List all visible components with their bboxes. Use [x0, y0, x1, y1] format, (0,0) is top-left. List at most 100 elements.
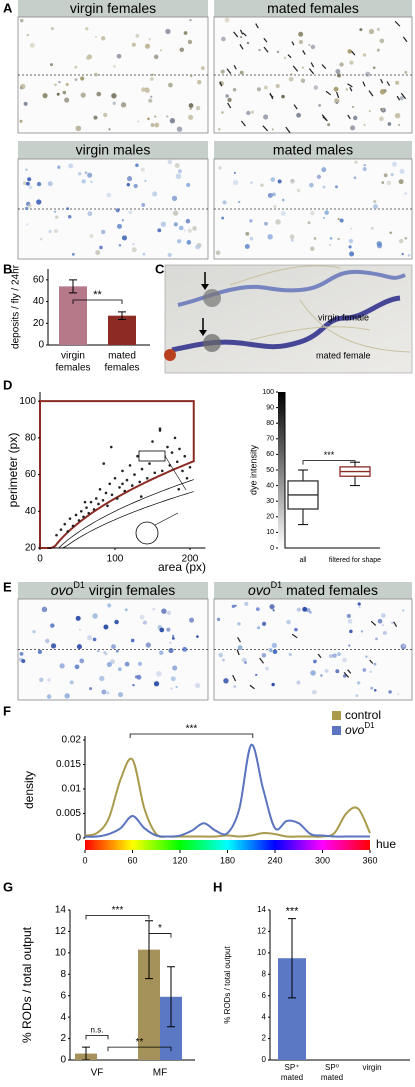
deposit	[84, 171, 88, 175]
deposit	[100, 36, 106, 41]
deposit	[404, 70, 408, 74]
x-tick-label: SP⁰	[325, 1063, 339, 1072]
streak	[233, 31, 239, 38]
deposit	[224, 17, 230, 23]
deposit	[379, 116, 384, 122]
deposit	[27, 204, 32, 208]
deposit	[99, 245, 103, 250]
point	[166, 445, 169, 449]
deposit	[222, 200, 227, 205]
streak	[325, 90, 332, 96]
y-tick-label: 40	[33, 296, 45, 307]
photo-label: virgin female	[318, 312, 369, 322]
deposit	[25, 181, 30, 186]
deposit	[343, 674, 347, 678]
deposit	[246, 110, 251, 116]
streak	[317, 653, 322, 659]
deposit	[310, 44, 316, 50]
deposit	[130, 638, 135, 643]
deposit	[217, 127, 221, 131]
deposit	[256, 87, 261, 92]
deposit	[173, 222, 178, 227]
streak	[347, 669, 352, 674]
x-tick-label: 100	[107, 554, 124, 565]
deposit	[168, 647, 174, 654]
streak	[308, 68, 315, 75]
deposit	[255, 673, 258, 676]
point	[121, 469, 124, 473]
deposit	[365, 655, 368, 658]
x-tick-label: females	[55, 363, 90, 374]
deposit	[44, 638, 50, 644]
deposit	[106, 691, 110, 695]
y-tick-label: 0	[38, 340, 44, 351]
deposit	[296, 680, 301, 685]
deposit	[182, 646, 188, 652]
deposit	[154, 122, 160, 128]
deposit	[159, 650, 164, 655]
error-bar	[288, 918, 296, 999]
deposit	[64, 693, 70, 699]
deposit	[249, 219, 253, 223]
deposit	[240, 35, 243, 39]
deposit	[373, 662, 377, 666]
deposit	[387, 122, 392, 126]
streak	[351, 50, 356, 56]
deposit	[244, 601, 249, 606]
image-frame	[17, 598, 209, 701]
deposit	[50, 623, 55, 628]
deposit	[46, 694, 52, 699]
deposit	[346, 613, 351, 619]
deposit	[176, 126, 183, 132]
deposit	[64, 97, 70, 103]
deposit	[290, 73, 293, 76]
x-tick-label: 360	[362, 855, 377, 865]
legend-name: control	[345, 708, 381, 722]
deposit	[190, 74, 193, 78]
deposit	[379, 89, 386, 95]
deposit	[395, 80, 400, 85]
streak	[302, 50, 306, 55]
point	[63, 522, 67, 526]
deposit	[174, 162, 180, 168]
gene: ovo	[248, 582, 271, 598]
deposit	[171, 195, 178, 201]
x-tick-label: SP⁺	[285, 1063, 300, 1072]
deposit	[290, 178, 295, 184]
intensity-scale	[278, 392, 285, 548]
deposit	[186, 182, 191, 188]
deposit	[183, 229, 186, 232]
x-tick-label: 60	[127, 855, 137, 865]
deposit	[135, 163, 139, 168]
deposit	[112, 101, 116, 105]
y-tick-label: 40	[266, 482, 274, 489]
deposit	[363, 123, 366, 127]
deposit	[221, 111, 224, 114]
deposit	[185, 218, 191, 224]
deposit	[363, 163, 366, 167]
legend-label: ovoD1	[345, 721, 375, 737]
deposit	[267, 234, 273, 240]
deposit	[370, 686, 374, 690]
deposit	[306, 608, 311, 613]
x-axis-label: area (px)	[158, 560, 206, 574]
deposit	[398, 238, 404, 244]
point	[158, 427, 162, 431]
error-bar	[82, 1046, 90, 1061]
deposit	[362, 53, 367, 57]
deposit	[362, 668, 367, 672]
error-bar	[118, 311, 126, 320]
deposit	[333, 86, 339, 92]
deposit	[111, 93, 117, 99]
deposit	[383, 173, 388, 178]
y-tick-label: 50	[266, 467, 274, 474]
deposit	[117, 691, 124, 698]
deposit	[316, 174, 322, 179]
deposit	[79, 658, 85, 664]
deposit	[97, 649, 100, 653]
y-tick-label: 80	[25, 433, 37, 444]
deposit	[353, 115, 358, 121]
deposit	[145, 642, 152, 648]
hue-scale	[85, 840, 370, 850]
streak	[349, 87, 353, 92]
